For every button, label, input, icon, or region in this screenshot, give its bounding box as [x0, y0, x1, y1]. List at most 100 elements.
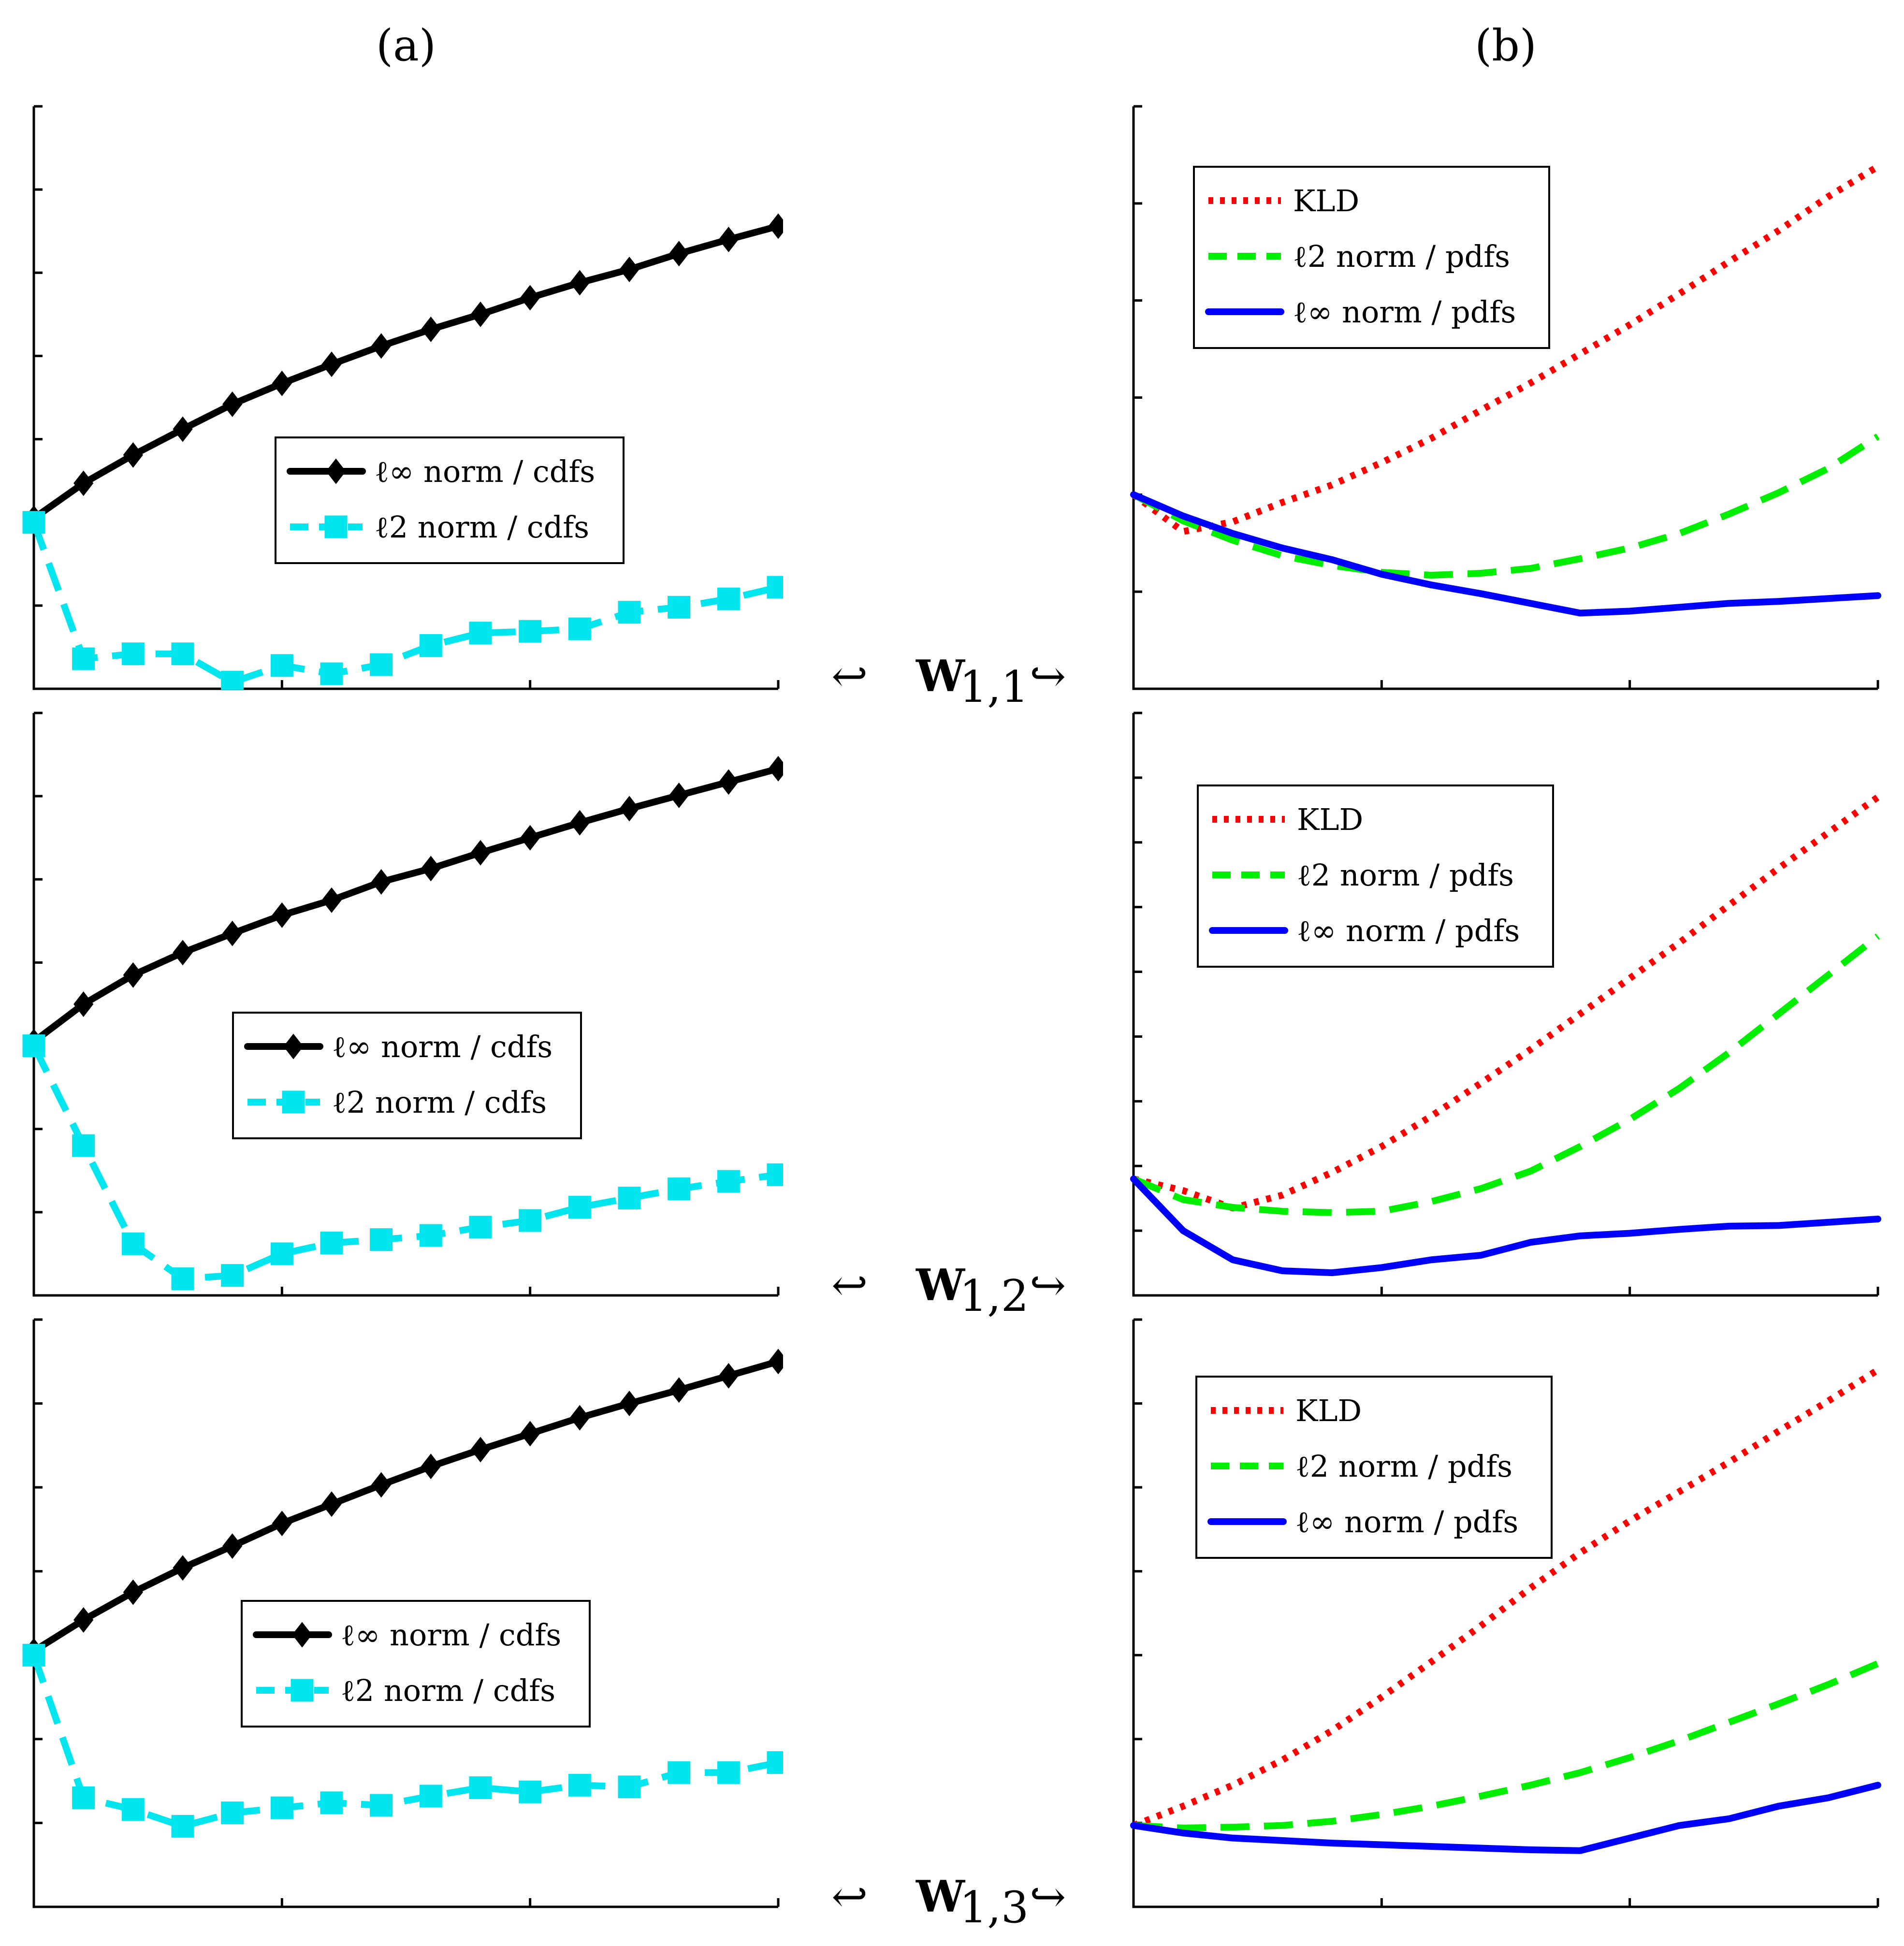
row-label-3: ↩ W1,3 ↪ [831, 1871, 1066, 1933]
data-point [173, 416, 193, 442]
legend-label: ℓ∞ norm / cdfs [341, 1617, 561, 1653]
data-point [326, 458, 346, 484]
chart-b2: KLD ℓ2 norm / pdfs ℓ∞ norm / pdfs [1130, 712, 1881, 1297]
row-label-subscript: 1,1 [959, 662, 1029, 712]
data-point [568, 617, 591, 640]
series-line-l2_cdf [30, 1044, 779, 1282]
legend-label: ℓ2 norm / pdfs [1293, 239, 1510, 274]
series-line-linf_pdf [1130, 491, 1881, 617]
data-point [767, 1751, 783, 1774]
data-point [222, 1533, 243, 1559]
left-hook-arrow-icon: ↩ [831, 1872, 868, 1922]
series-group [1130, 163, 1881, 617]
data-point [72, 1786, 95, 1809]
plots: ℓ∞ norm / cdfs ℓ2 norm / cdfs KLD ℓ2 norm /… [22, 105, 1881, 1908]
data-point [718, 1363, 739, 1389]
data-point [668, 1761, 691, 1784]
data-point [222, 391, 243, 417]
data-point [469, 1216, 492, 1239]
data-point [421, 1453, 441, 1480]
data-point [668, 1177, 691, 1201]
row-label-1: ↩ W1,1 ↪ [831, 651, 1066, 712]
data-point [282, 1090, 305, 1114]
data-point [768, 755, 783, 782]
legend-label: KLD [1295, 1393, 1362, 1428]
data-point [568, 1196, 591, 1219]
data-point [321, 351, 342, 378]
data-point [321, 1491, 342, 1517]
data-point [519, 1209, 542, 1232]
left-hook-arrow-icon: ↩ [831, 1260, 868, 1311]
data-point [283, 1033, 304, 1060]
chart-b1: KLD ℓ2 norm / pdfs ℓ∞ norm / pdfs [1130, 105, 1881, 690]
data-point [321, 887, 342, 913]
legend-label: ℓ∞ norm / pdfs [1295, 1504, 1518, 1539]
data-point [370, 653, 393, 676]
data-point [619, 1391, 640, 1417]
data-point [469, 622, 492, 645]
series-line-l2_cdf [30, 1654, 779, 1830]
panel-label-b: (b) [1475, 20, 1537, 71]
data-point [419, 1224, 442, 1247]
row-label-2: ↩ W1,2 ↪ [831, 1260, 1066, 1322]
data-point [72, 647, 95, 670]
data-point [668, 595, 691, 619]
legend-label: ℓ∞ norm / pdfs [1293, 294, 1516, 330]
series-line-kld [1133, 794, 1880, 1212]
data-point [568, 1773, 591, 1797]
row-label-main: W [916, 651, 966, 702]
data-point [717, 1761, 740, 1784]
legend-box [241, 1600, 591, 1728]
legend: KLD ℓ2 norm / pdfs ℓ∞ norm / pdfs [1197, 784, 1554, 968]
legend: ℓ∞ norm / cdfs ℓ2 norm / cdfs [232, 1012, 582, 1139]
data-point [619, 796, 640, 822]
legend-label: ℓ2 norm / pdfs [1295, 1449, 1512, 1484]
right-hook-arrow-icon: ↪ [1030, 1260, 1066, 1311]
legend-label: ℓ∞ norm / pdfs [1297, 913, 1520, 948]
data-point [618, 1187, 641, 1210]
data-point [618, 1775, 641, 1799]
data-point [221, 1264, 244, 1287]
data-point [121, 642, 145, 666]
data-point [520, 285, 540, 311]
series-line-linf_pdf [1130, 1176, 1881, 1277]
legend: ℓ∞ norm / cdfs ℓ2 norm / cdfs [275, 436, 625, 564]
axes [32, 106, 778, 690]
legend: KLD ℓ2 norm / pdfs ℓ∞ norm / pdfs [1195, 1376, 1553, 1559]
series-group [1130, 1367, 1881, 1854]
data-point [291, 1679, 314, 1702]
data-point [121, 1798, 145, 1821]
data-point [73, 1607, 94, 1633]
chart-b3: KLD ℓ2 norm / pdfs ℓ∞ norm / pdfs [1130, 1318, 1881, 1908]
legend-label: ℓ2 norm / cdfs [375, 509, 589, 545]
data-point [22, 1643, 45, 1667]
series-line-kld [1131, 163, 1880, 535]
series-group [1130, 794, 1881, 1277]
data-point [618, 601, 641, 624]
legend-label: ℓ2 norm / cdfs [332, 1085, 547, 1120]
data-point [222, 920, 243, 946]
data-point [421, 316, 441, 342]
row-label-main: W [916, 1260, 966, 1311]
data-point [73, 470, 94, 496]
series-line-linf_cdf [30, 222, 782, 522]
data-point [469, 1776, 492, 1800]
series-line-linf_cdf [30, 765, 782, 1045]
series-line-l2_pdf [1133, 1660, 1879, 1831]
legend-box [1195, 1376, 1553, 1559]
data-point [270, 654, 293, 677]
data-point [519, 1780, 542, 1803]
data-point [669, 1377, 689, 1403]
data-point [72, 1134, 95, 1157]
data-point [123, 1579, 143, 1605]
data-point [419, 1785, 442, 1808]
data-point [767, 1163, 783, 1186]
data-point [520, 825, 540, 851]
data-point [569, 810, 590, 836]
panel-label-a: (a) [376, 20, 436, 71]
legend: ℓ∞ norm / cdfs ℓ2 norm / cdfs [241, 1600, 591, 1728]
series-group [22, 213, 783, 690]
legend-label: ℓ2 norm / cdfs [341, 1673, 555, 1708]
data-point [22, 511, 45, 534]
